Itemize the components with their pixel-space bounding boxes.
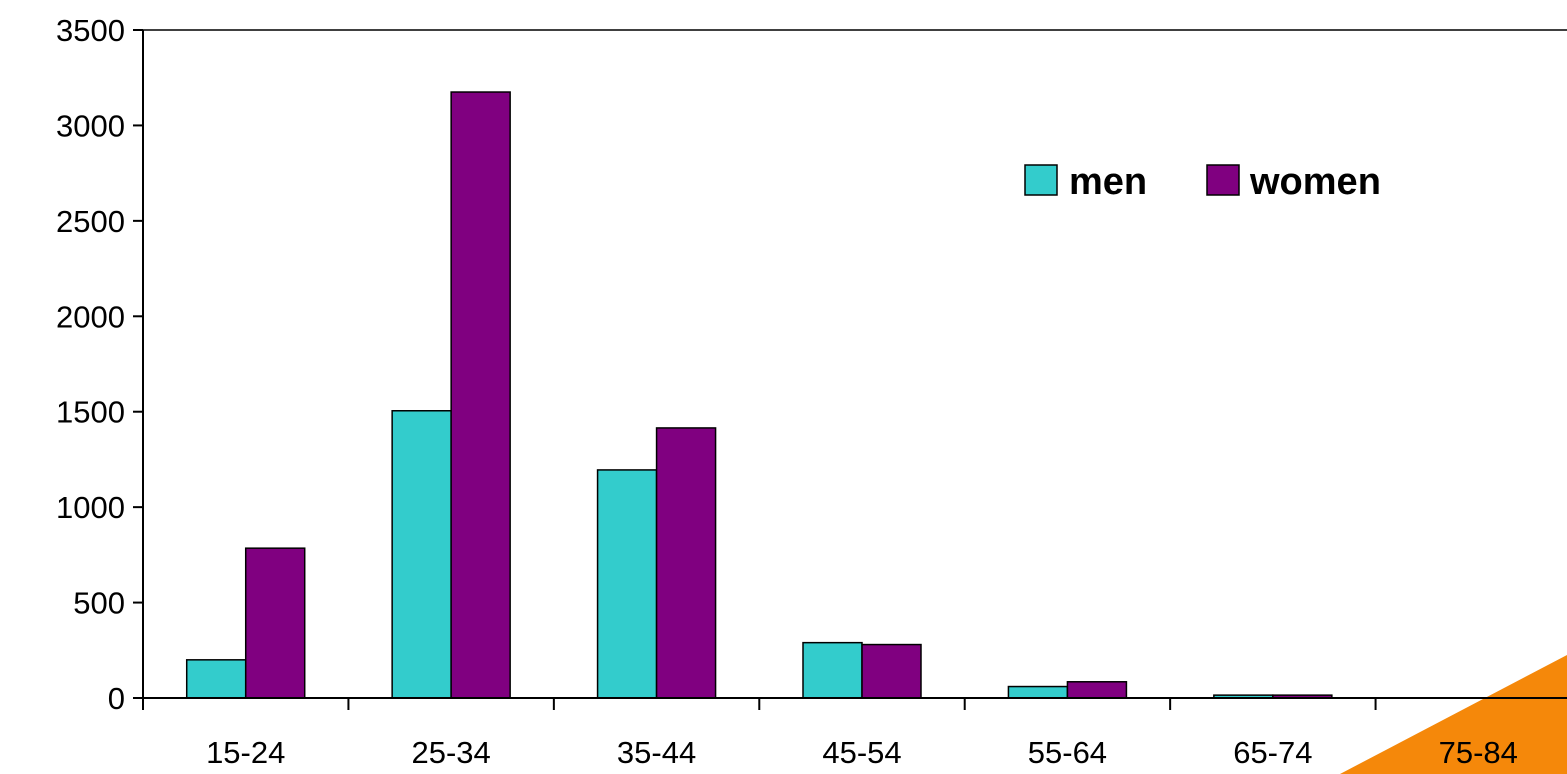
- bar-women-15-24: [244, 547, 306, 699]
- legend-label-men: men: [1069, 161, 1147, 203]
- legend: men women: [1024, 161, 1381, 203]
- bar-men-25-34: [391, 410, 452, 699]
- x-axis-ticks: 15-24 25-34 35-44 45-54 55-64 65-74 75-84: [142, 698, 1518, 770]
- x-tick-label: 35-44: [617, 735, 696, 770]
- bar-women-25-34: [450, 91, 511, 699]
- x-tick-label: 15-24: [206, 735, 285, 770]
- legend-swatch-men: [1024, 164, 1058, 196]
- y-tick-label: 1500: [56, 395, 125, 430]
- bars-group: [185, 91, 1333, 699]
- bar-men-15-24: [185, 659, 247, 699]
- plot-area: 0 500 1000 1500 2000 2500 3000 3500 15-24 25-34 3…: [56, 13, 1567, 770]
- legend-swatch-women: [1206, 164, 1240, 196]
- bar-men-55-64: [1007, 685, 1069, 699]
- y-tick-label: 500: [73, 586, 125, 621]
- y-tick-label: 2500: [56, 204, 125, 239]
- x-tick-label: 65-74: [1233, 735, 1312, 770]
- bar-women-35-44: [655, 427, 717, 699]
- bar-women-55-64: [1066, 681, 1128, 699]
- x-tick-label: 25-34: [411, 735, 490, 770]
- bar-women-45-54: [861, 643, 922, 699]
- x-tick-label: 45-54: [822, 735, 901, 770]
- bar-men-45-54: [802, 641, 863, 699]
- y-axis-ticks: 0 500 1000 1500 2000 2500 3000 3500: [56, 13, 143, 716]
- corner-accent-decoration: [1340, 655, 1567, 774]
- x-tick-label: 55-64: [1028, 735, 1107, 770]
- x-tick-label: 75-84: [1439, 735, 1518, 770]
- y-tick-label: 1000: [56, 490, 125, 525]
- y-tick-label: 3500: [56, 13, 125, 48]
- y-tick-label: 2000: [56, 299, 125, 334]
- y-tick-label: 3000: [56, 108, 125, 143]
- bar-men-35-44: [596, 469, 658, 699]
- legend-label-women: women: [1249, 161, 1381, 203]
- y-tick-label: 0: [108, 681, 125, 716]
